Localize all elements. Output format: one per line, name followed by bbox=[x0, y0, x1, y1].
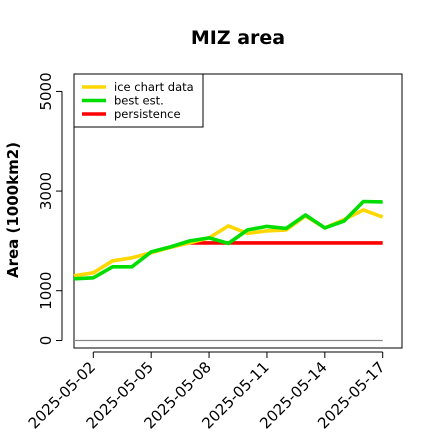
series-line-best-est bbox=[73, 199, 383, 281]
y-tick-label: 3000 bbox=[37, 172, 55, 210]
y-axis-label: Area (1000km2) bbox=[4, 142, 22, 278]
y-tick-label: 0 bbox=[37, 336, 55, 346]
plot-area-frame bbox=[73, 73, 403, 349]
y-tick-label: 1000 bbox=[37, 272, 55, 310]
x-axis: 2025-05-022025-05-052025-05-082025-05-11… bbox=[25, 351, 389, 432]
chart-title: MIZ area bbox=[191, 27, 285, 49]
legend-label-ice-chart-data: ice chart data bbox=[114, 80, 194, 94]
legend-label-persistence: persistence bbox=[114, 107, 181, 121]
series-layer bbox=[73, 199, 384, 342]
y-tick-label: 5000 bbox=[37, 72, 55, 110]
legend-label-best-est: best est. bbox=[114, 94, 164, 108]
y-axis: 0 1000 3000 5000 bbox=[37, 72, 63, 346]
